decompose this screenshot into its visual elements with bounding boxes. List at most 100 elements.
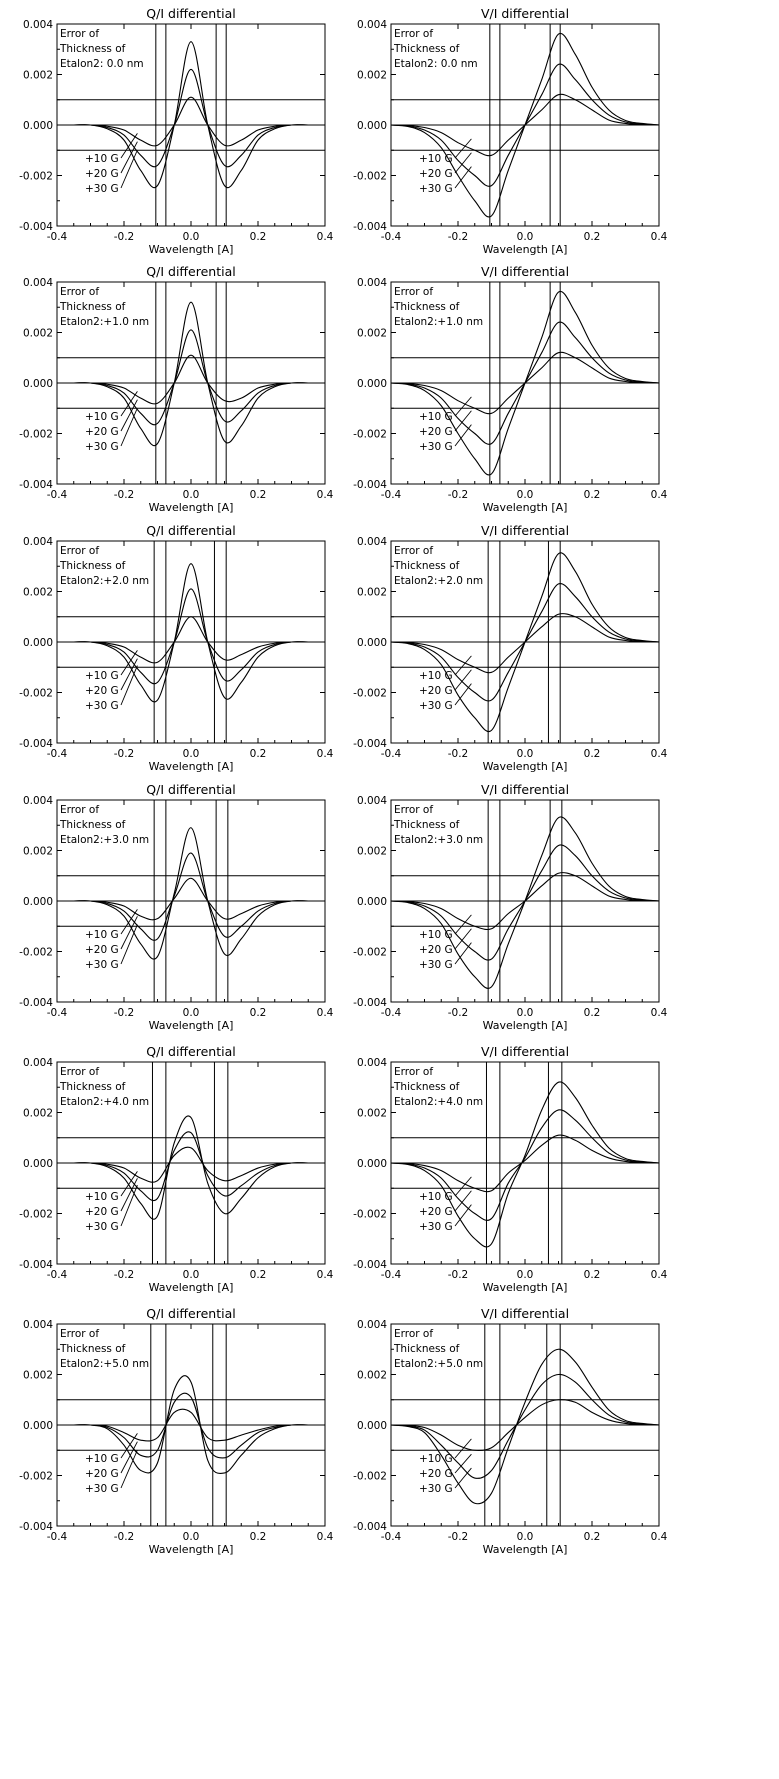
leader-line-1: [454, 655, 472, 676]
annotation-etalon: Etalon2:+4.0 nm: [60, 1096, 149, 1108]
series-line-3: [57, 301, 325, 447]
annotation-etalon: Etalon2:+1.0 nm: [394, 316, 483, 328]
x-tick-label: 0.2: [250, 1007, 267, 1019]
x-tick-label: -0.2: [114, 1269, 135, 1281]
x-tick-label: 0.2: [250, 231, 267, 243]
leader-line-3: [120, 665, 138, 706]
y-tick-label: -0.002: [19, 429, 53, 441]
leader-line-2: [120, 658, 138, 691]
x-tick-label: -0.2: [448, 489, 469, 501]
leader-line-1: [120, 133, 138, 159]
annotation-line-2: Thickness of: [393, 819, 460, 831]
y-tick-label: 0.002: [23, 328, 53, 340]
x-tick-label: -0.4: [47, 748, 68, 760]
y-tick-label: 0.002: [23, 587, 53, 599]
annotation-line-2: Thickness of: [59, 43, 126, 55]
field-label-2: +20 G: [85, 1468, 119, 1480]
leader-line-2: [120, 1441, 138, 1474]
x-tick-label: -0.2: [114, 748, 135, 760]
y-tick-label: 0.004: [23, 1319, 53, 1331]
x-tick-label: -0.4: [381, 1531, 402, 1543]
chart-title: V/I differential: [481, 782, 569, 797]
x-tick-label: 0.2: [584, 231, 601, 243]
series-line-3: [391, 1081, 659, 1248]
series-line-2: [57, 1392, 325, 1459]
y-tick-label: -0.004: [19, 997, 53, 1009]
leader-line-3: [120, 1449, 138, 1489]
x-tick-label: 0.4: [651, 1269, 668, 1281]
annotation-etalon: Etalon2: 0.0 nm: [60, 58, 144, 70]
y-tick-label: -0.002: [353, 1209, 387, 1221]
x-tick-label: 0.2: [584, 1007, 601, 1019]
x-tick-label: 0.2: [584, 1269, 601, 1281]
field-label-3: +30 G: [85, 959, 119, 971]
annotation-etalon: Etalon2:+2.0 nm: [60, 575, 149, 587]
series-line-3: [57, 563, 325, 703]
x-tick-label: 0.4: [651, 1531, 668, 1543]
y-tick-label: -0.002: [19, 1471, 53, 1483]
x-tick-label: 0.4: [317, 748, 334, 760]
leader-line-2: [454, 1453, 472, 1474]
x-tick-label: -0.4: [381, 1007, 402, 1019]
x-tick-label: -0.2: [114, 489, 135, 501]
x-tick-label: 0.4: [317, 1007, 334, 1019]
x-tick-label: 0.0: [183, 748, 200, 760]
annotation-etalon: Etalon2:+2.0 nm: [394, 575, 483, 587]
leader-line-1: [454, 396, 472, 417]
y-tick-label: 0.000: [23, 1420, 53, 1432]
leader-line-2: [120, 1178, 138, 1212]
series-line-1: [391, 1134, 659, 1193]
series-line-2: [391, 1109, 659, 1221]
x-tick-label: 0.0: [517, 1007, 534, 1019]
x-axis-label: Wavelength [A]: [483, 1019, 568, 1032]
leader-line-1: [454, 1438, 472, 1459]
annotation-line-1: Error of: [394, 804, 433, 816]
y-tick-label: 0.000: [23, 378, 53, 390]
x-tick-label: -0.4: [47, 231, 68, 243]
chart-title: V/I differential: [481, 1306, 569, 1321]
chart-panel-5: Q/I differential -0.4 -0.2 0.0 0.2 0.4 0.004 0.…: [19, 523, 334, 773]
annotation-etalon: Etalon2:+3.0 nm: [60, 834, 149, 846]
annotation-line-1: Error of: [60, 1328, 99, 1340]
series-line-2: [391, 1373, 659, 1479]
y-tick-label: 0.000: [357, 378, 387, 390]
annotation-etalon: Etalon2:+5.0 nm: [60, 1358, 149, 1370]
annotation-line-2: Thickness of: [59, 301, 126, 313]
leader-line-1: [454, 1176, 472, 1197]
x-tick-label: 0.0: [183, 489, 200, 501]
x-tick-label: -0.4: [47, 1269, 68, 1281]
field-label-1: +10 G: [419, 1453, 453, 1465]
field-label-3: +30 G: [419, 959, 453, 971]
field-label-1: +10 G: [419, 1191, 453, 1203]
x-tick-label: 0.4: [317, 1269, 334, 1281]
series-line-1: [57, 1146, 325, 1183]
leader-line-1: [120, 1433, 138, 1459]
leader-line-1: [454, 138, 472, 159]
x-tick-label: -0.2: [114, 1007, 135, 1019]
annotation-line-2: Thickness of: [393, 43, 460, 55]
x-tick-label: 0.0: [517, 489, 534, 501]
x-tick-label: 0.4: [651, 748, 668, 760]
x-tick-label: 0.0: [183, 1007, 200, 1019]
leader-line-2: [120, 399, 138, 432]
leader-line-3: [120, 1185, 138, 1227]
field-label-2: +20 G: [85, 685, 119, 697]
x-tick-label: -0.4: [47, 1531, 68, 1543]
chart-panel-1: Q/I differential -0.4 -0.2 0.0 0.2 0.4 0.004 0.…: [19, 6, 334, 256]
x-tick-label: 0.2: [250, 1531, 267, 1543]
y-tick-label: 0.004: [357, 536, 387, 548]
leader-line-1: [120, 650, 138, 676]
x-tick-label: 0.0: [183, 1531, 200, 1543]
x-tick-label: 0.2: [250, 489, 267, 501]
y-tick-label: 0.004: [23, 1057, 53, 1069]
x-tick-label: 0.0: [517, 1531, 534, 1543]
x-axis-label: Wavelength [A]: [149, 760, 234, 773]
field-label-1: +10 G: [419, 411, 453, 423]
field-label-3: +30 G: [419, 183, 453, 195]
chart-title: Q/I differential: [146, 1044, 235, 1059]
leader-line-1: [454, 914, 472, 935]
chart-panel-9: Q/I differential -0.4 -0.2 0.0 0.2 0.4 0.004 0.…: [19, 1044, 334, 1294]
y-tick-label: 0.002: [23, 1370, 53, 1382]
annotation-line-2: Thickness of: [393, 301, 460, 313]
